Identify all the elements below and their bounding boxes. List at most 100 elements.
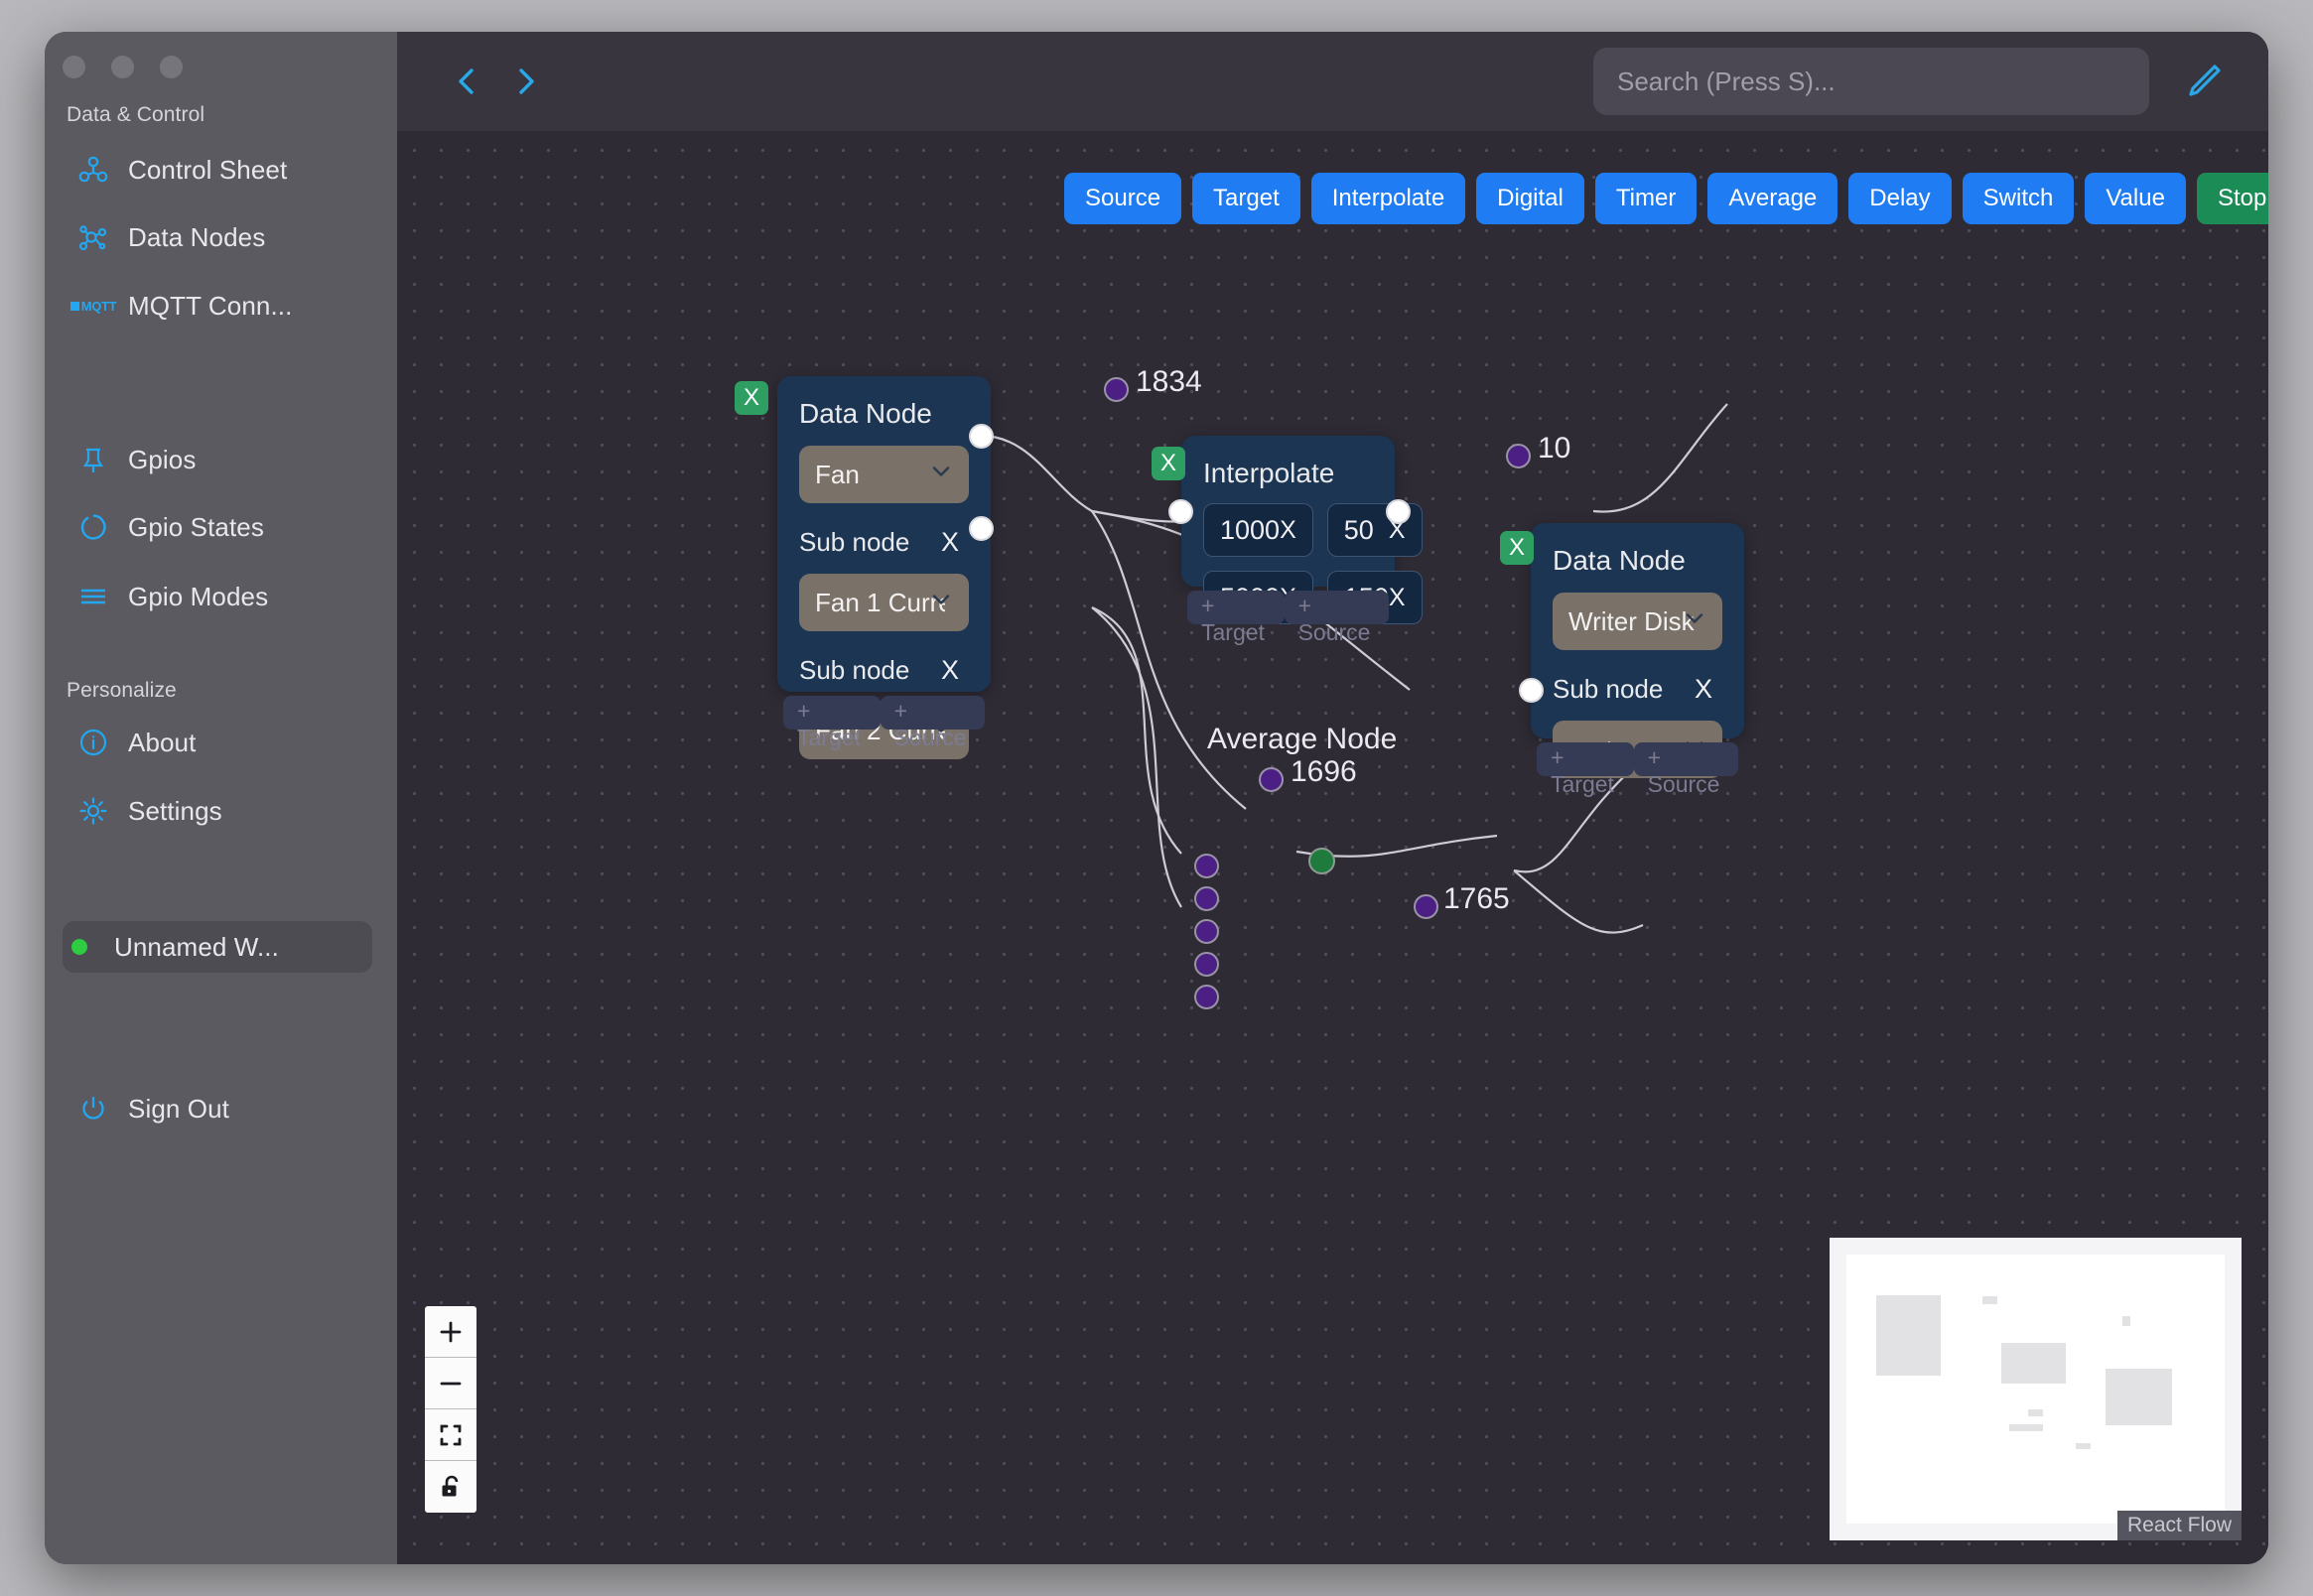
data-source-select[interactable]: Fan — [799, 446, 969, 503]
remove-sub-node-button[interactable]: X — [1694, 674, 1712, 704]
interpolate-handle-source[interactable] — [1386, 499, 1411, 524]
search-box[interactable] — [1593, 48, 2149, 115]
edge-label-1696: 1696 — [1291, 755, 1357, 788]
sidebar-item-workspace[interactable]: Unnamed W... — [63, 921, 372, 973]
sidebar-item-label: Sign Out — [128, 1093, 229, 1124]
average-node-output-handle[interactable] — [1308, 848, 1335, 874]
average-node-input-5[interactable] — [1194, 985, 1219, 1009]
node-interpolate[interactable]: Interpolate 1000 X 50 X 5000 X — [1181, 436, 1423, 645]
maximize-button[interactable] — [160, 56, 183, 78]
add-source-button[interactable]: + Source — [1284, 591, 1389, 645]
zoom-in-button[interactable] — [425, 1306, 476, 1358]
sidebar-item-mqtt-connections[interactable]: MQTT MQTT Conn... — [63, 280, 372, 332]
palette-button-timer[interactable]: Timer — [1594, 173, 1698, 224]
palette-button-switch[interactable]: Switch — [1962, 173, 2075, 224]
palette-button-average[interactable]: Average — [1707, 173, 1838, 224]
power-icon — [76, 1092, 110, 1126]
edge-label-10: 10 — [1538, 432, 1571, 465]
interpolate-field[interactable]: 1000 X — [1203, 503, 1313, 557]
remove-sub-node-button[interactable]: X — [940, 655, 959, 685]
node-data-node-right[interactable]: Data Node Writer Disk Sub node X root — [1531, 523, 1744, 797]
chevron-down-icon — [1683, 606, 1706, 637]
chevron-down-icon — [929, 588, 953, 618]
sidebar-item-control-sheet[interactable]: Control Sheet — [63, 144, 372, 196]
remove-field-button[interactable]: X — [1388, 583, 1406, 611]
average-node-input-1[interactable] — [1194, 854, 1219, 878]
gear-icon — [76, 794, 110, 828]
share-nodes-icon — [76, 153, 110, 187]
delete-node-button[interactable]: X — [1500, 531, 1534, 565]
palette-button-source[interactable]: Source — [1064, 173, 1182, 224]
sub-node-label: Sub node — [799, 655, 910, 685]
close-button[interactable] — [63, 56, 85, 78]
average-node-input-4[interactable] — [1194, 952, 1219, 977]
sidebar-item-gpio-modes[interactable]: Gpio Modes — [63, 571, 372, 622]
data-node-right-handle-target[interactable] — [1519, 678, 1544, 703]
minimize-button[interactable] — [111, 56, 134, 78]
sidebar-item-settings[interactable]: Settings — [63, 785, 372, 837]
palette-button-value[interactable]: Value — [2085, 173, 2186, 224]
sidebar: Data & Control Control Sheet Data Nodes — [45, 32, 397, 1564]
fit-view-button[interactable] — [425, 1409, 476, 1461]
sidebar-item-gpios[interactable]: Gpios — [63, 434, 372, 485]
back-button[interactable] — [439, 53, 496, 110]
edge-endpoint-dot[interactable] — [1414, 894, 1438, 919]
search-input[interactable] — [1617, 66, 2125, 97]
node-footer: + Target + Source — [1181, 591, 1395, 645]
top-toolbar — [397, 32, 2268, 131]
minimap[interactable]: React Flow — [1830, 1238, 2242, 1540]
pencil-icon[interactable] — [2179, 58, 2227, 105]
node-handle-source-2[interactable] — [969, 516, 994, 541]
sidebar-item-gpio-states[interactable]: Gpio States — [63, 501, 372, 553]
palette-button-digital[interactable]: Digital — [1476, 173, 1584, 224]
minimap-node — [1982, 1296, 1998, 1305]
add-target-button[interactable]: + Target — [1537, 742, 1634, 797]
remove-sub-node-button[interactable]: X — [940, 527, 959, 557]
delete-node-button[interactable]: X — [735, 381, 768, 415]
mqtt-icon: MQTT — [69, 289, 117, 323]
node-handle-source-1[interactable] — [969, 424, 994, 449]
edge-endpoint-dot[interactable] — [1506, 444, 1531, 468]
chevron-down-icon — [929, 460, 953, 490]
sidebar-item-label: Gpio States — [128, 511, 264, 542]
node-title: Data Node — [1553, 545, 1686, 576]
average-node-title: Average Node — [1207, 723, 1398, 755]
add-source-button[interactable]: + Source — [1633, 742, 1738, 797]
edge-endpoint-dot[interactable] — [1104, 377, 1129, 402]
average-node-input-2[interactable] — [1194, 886, 1219, 911]
main-area: Source Target Interpolate Digital Timer … — [397, 32, 2268, 1564]
sub-node-select[interactable]: Fan 1 Current Spe — [799, 574, 969, 631]
lock-button[interactable] — [425, 1461, 476, 1513]
remove-field-button[interactable]: X — [1280, 515, 1296, 544]
window-traffic-lights[interactable] — [63, 56, 183, 78]
flow-canvas[interactable]: Source Target Interpolate Digital Timer … — [397, 131, 2268, 1564]
zoom-out-button[interactable] — [425, 1358, 476, 1409]
sidebar-item-about[interactable]: About — [63, 717, 372, 768]
status-dot-icon — [71, 939, 87, 955]
palette-button-stop[interactable]: Stop — [2196, 173, 2268, 224]
list-lines-icon — [76, 580, 110, 613]
add-target-button[interactable]: + Target — [783, 696, 881, 750]
average-node-input-3[interactable] — [1194, 919, 1219, 944]
minimap-node — [2105, 1369, 2172, 1426]
palette-button-interpolate[interactable]: Interpolate — [1310, 173, 1466, 224]
palette-button-delay[interactable]: Delay — [1848, 173, 1952, 224]
edge-endpoint-dot[interactable] — [1259, 767, 1284, 792]
node-title: Data Node — [799, 398, 932, 429]
add-target-button[interactable]: + Target — [1187, 591, 1285, 645]
sidebar-item-label: Data Nodes — [128, 221, 266, 252]
palette-button-target[interactable]: Target — [1192, 173, 1300, 224]
sidebar-item-data-nodes[interactable]: Data Nodes — [63, 211, 372, 263]
forward-button[interactable] — [496, 53, 554, 110]
add-source-button[interactable]: + Source — [880, 696, 985, 750]
minimap-node — [2027, 1408, 2044, 1416]
node-data-node-left[interactable]: Data Node Fan Sub node X Fan 1 Current S… — [777, 376, 991, 759]
circle-dashed-icon — [76, 510, 110, 544]
sidebar-item-sign-out[interactable]: Sign Out — [63, 1083, 372, 1134]
react-flow-attribution[interactable]: React Flow — [2116, 1511, 2242, 1540]
edge-label-1834: 1834 — [1136, 365, 1202, 398]
data-source-select[interactable]: Writer Disk — [1553, 593, 1722, 650]
interpolate-handle-target[interactable] — [1168, 499, 1193, 524]
delete-node-button[interactable]: X — [1152, 447, 1185, 480]
sub-node-row: Sub node X — [799, 655, 963, 686]
